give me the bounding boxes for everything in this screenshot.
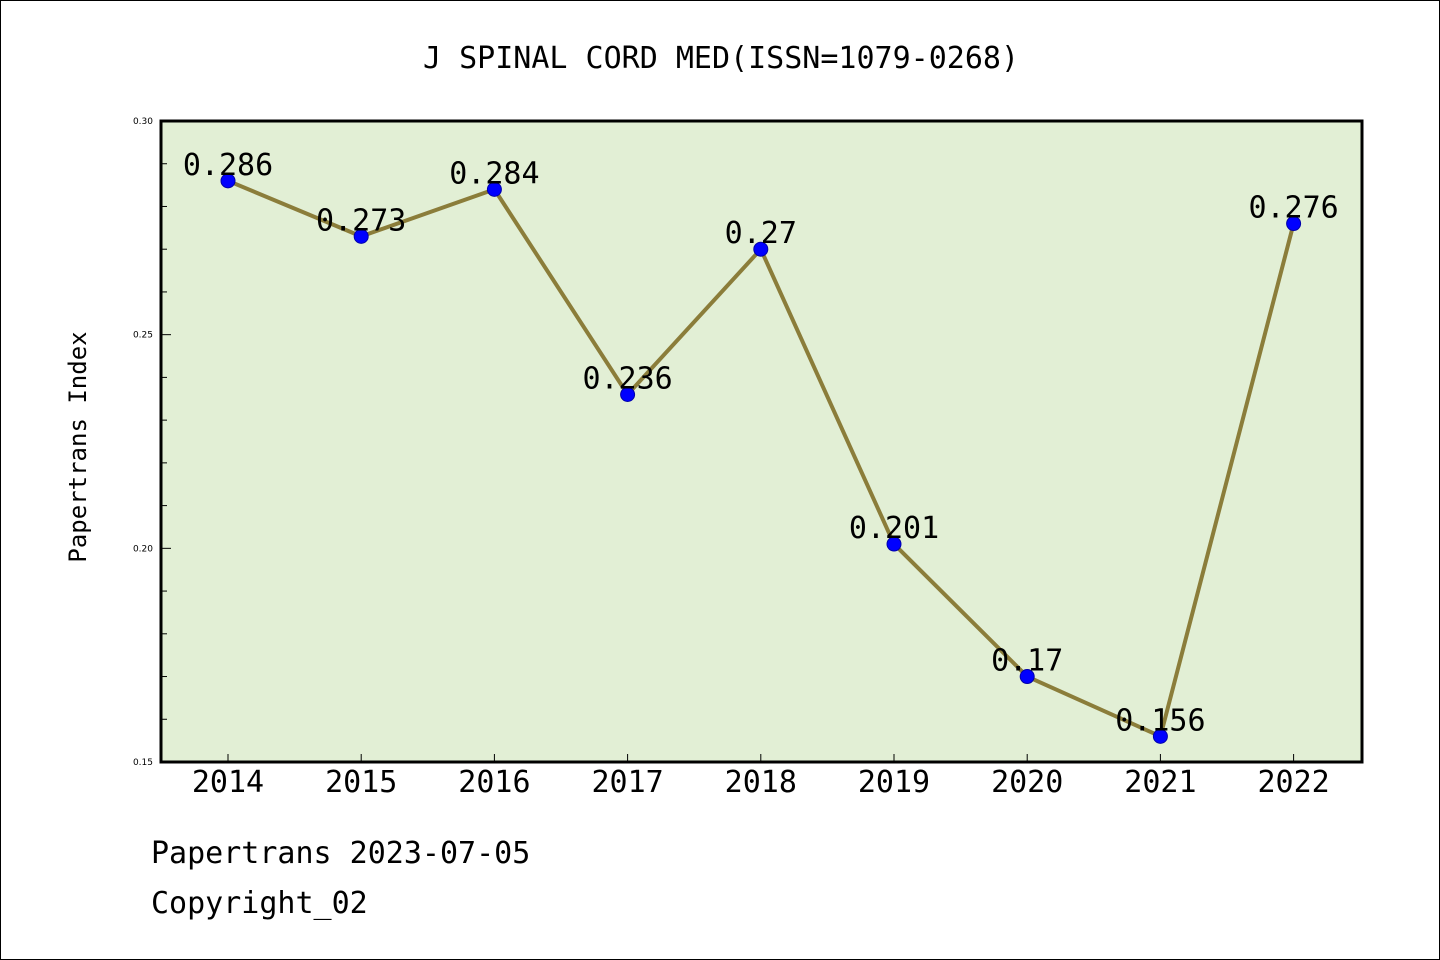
data-label: 0.17	[991, 644, 1063, 679]
y-tick-label: 0.30	[133, 117, 153, 127]
data-point	[886, 536, 902, 552]
x-tick-label: 2016	[458, 765, 530, 800]
data-label: 0.27	[725, 216, 797, 251]
x-tick-label: 2022	[1257, 765, 1329, 800]
data-label: 0.156	[1115, 703, 1205, 738]
data-label: 0.284	[449, 156, 539, 191]
data-point	[1019, 669, 1035, 685]
data-markers	[220, 173, 1302, 744]
y-axis-label: Papertrans Index	[64, 331, 92, 562]
y-tick-label: 0.15	[133, 758, 153, 768]
data-point	[753, 241, 769, 257]
x-tick-label: 2019	[858, 765, 930, 800]
data-label: 0.286	[183, 148, 273, 183]
x-tick-label: 2018	[725, 765, 797, 800]
data-label: 0.276	[1248, 191, 1338, 226]
footer-date-text: Papertrans 2023-07-05	[151, 836, 531, 871]
x-tick-label: 2020	[991, 765, 1063, 800]
x-tick-label: 2017	[591, 765, 663, 800]
footer-copyright-text: Copyright_02	[151, 886, 368, 921]
x-tick-label: 2021	[1124, 765, 1196, 800]
y-axis-ticks: 0.15 0.20 0.25 0.30	[133, 117, 171, 768]
x-axis-ticks: 2014 2015 2016 2017 2018 2019 2020 2021 2022	[192, 754, 1330, 800]
data-point	[220, 173, 236, 189]
data-label: 0.273	[316, 203, 406, 238]
x-tick-label: 2015	[325, 765, 397, 800]
data-point	[1152, 728, 1168, 744]
data-point	[620, 386, 636, 402]
y-tick-label: 0.25	[133, 331, 153, 341]
chart-title: J SPINAL CORD MED(ISSN=1079-0268)	[423, 41, 1019, 76]
data-point	[353, 228, 369, 244]
data-labels: 0.286 0.273 0.284 0.236 0.27 0.201 0.17 0.156 0.…	[183, 148, 1339, 739]
data-point	[486, 181, 502, 197]
y-tick-label: 0.20	[133, 544, 153, 554]
x-tick-label: 2014	[192, 765, 264, 800]
data-label: 0.236	[582, 361, 672, 396]
plot-area	[159, 119, 1364, 764]
data-point	[1286, 216, 1302, 232]
data-label: 0.201	[849, 511, 939, 546]
